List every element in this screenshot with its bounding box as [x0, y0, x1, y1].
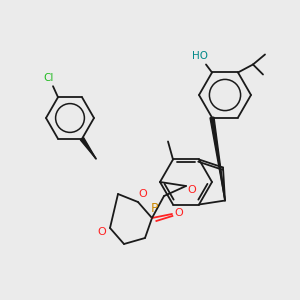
Polygon shape — [80, 138, 96, 159]
Text: Cl: Cl — [44, 73, 54, 83]
Polygon shape — [210, 117, 225, 200]
Text: HO: HO — [192, 52, 208, 61]
Text: O: O — [175, 208, 183, 218]
Text: O: O — [139, 189, 147, 199]
Text: P: P — [151, 202, 159, 215]
Text: O: O — [98, 227, 106, 237]
Text: O: O — [188, 185, 196, 195]
